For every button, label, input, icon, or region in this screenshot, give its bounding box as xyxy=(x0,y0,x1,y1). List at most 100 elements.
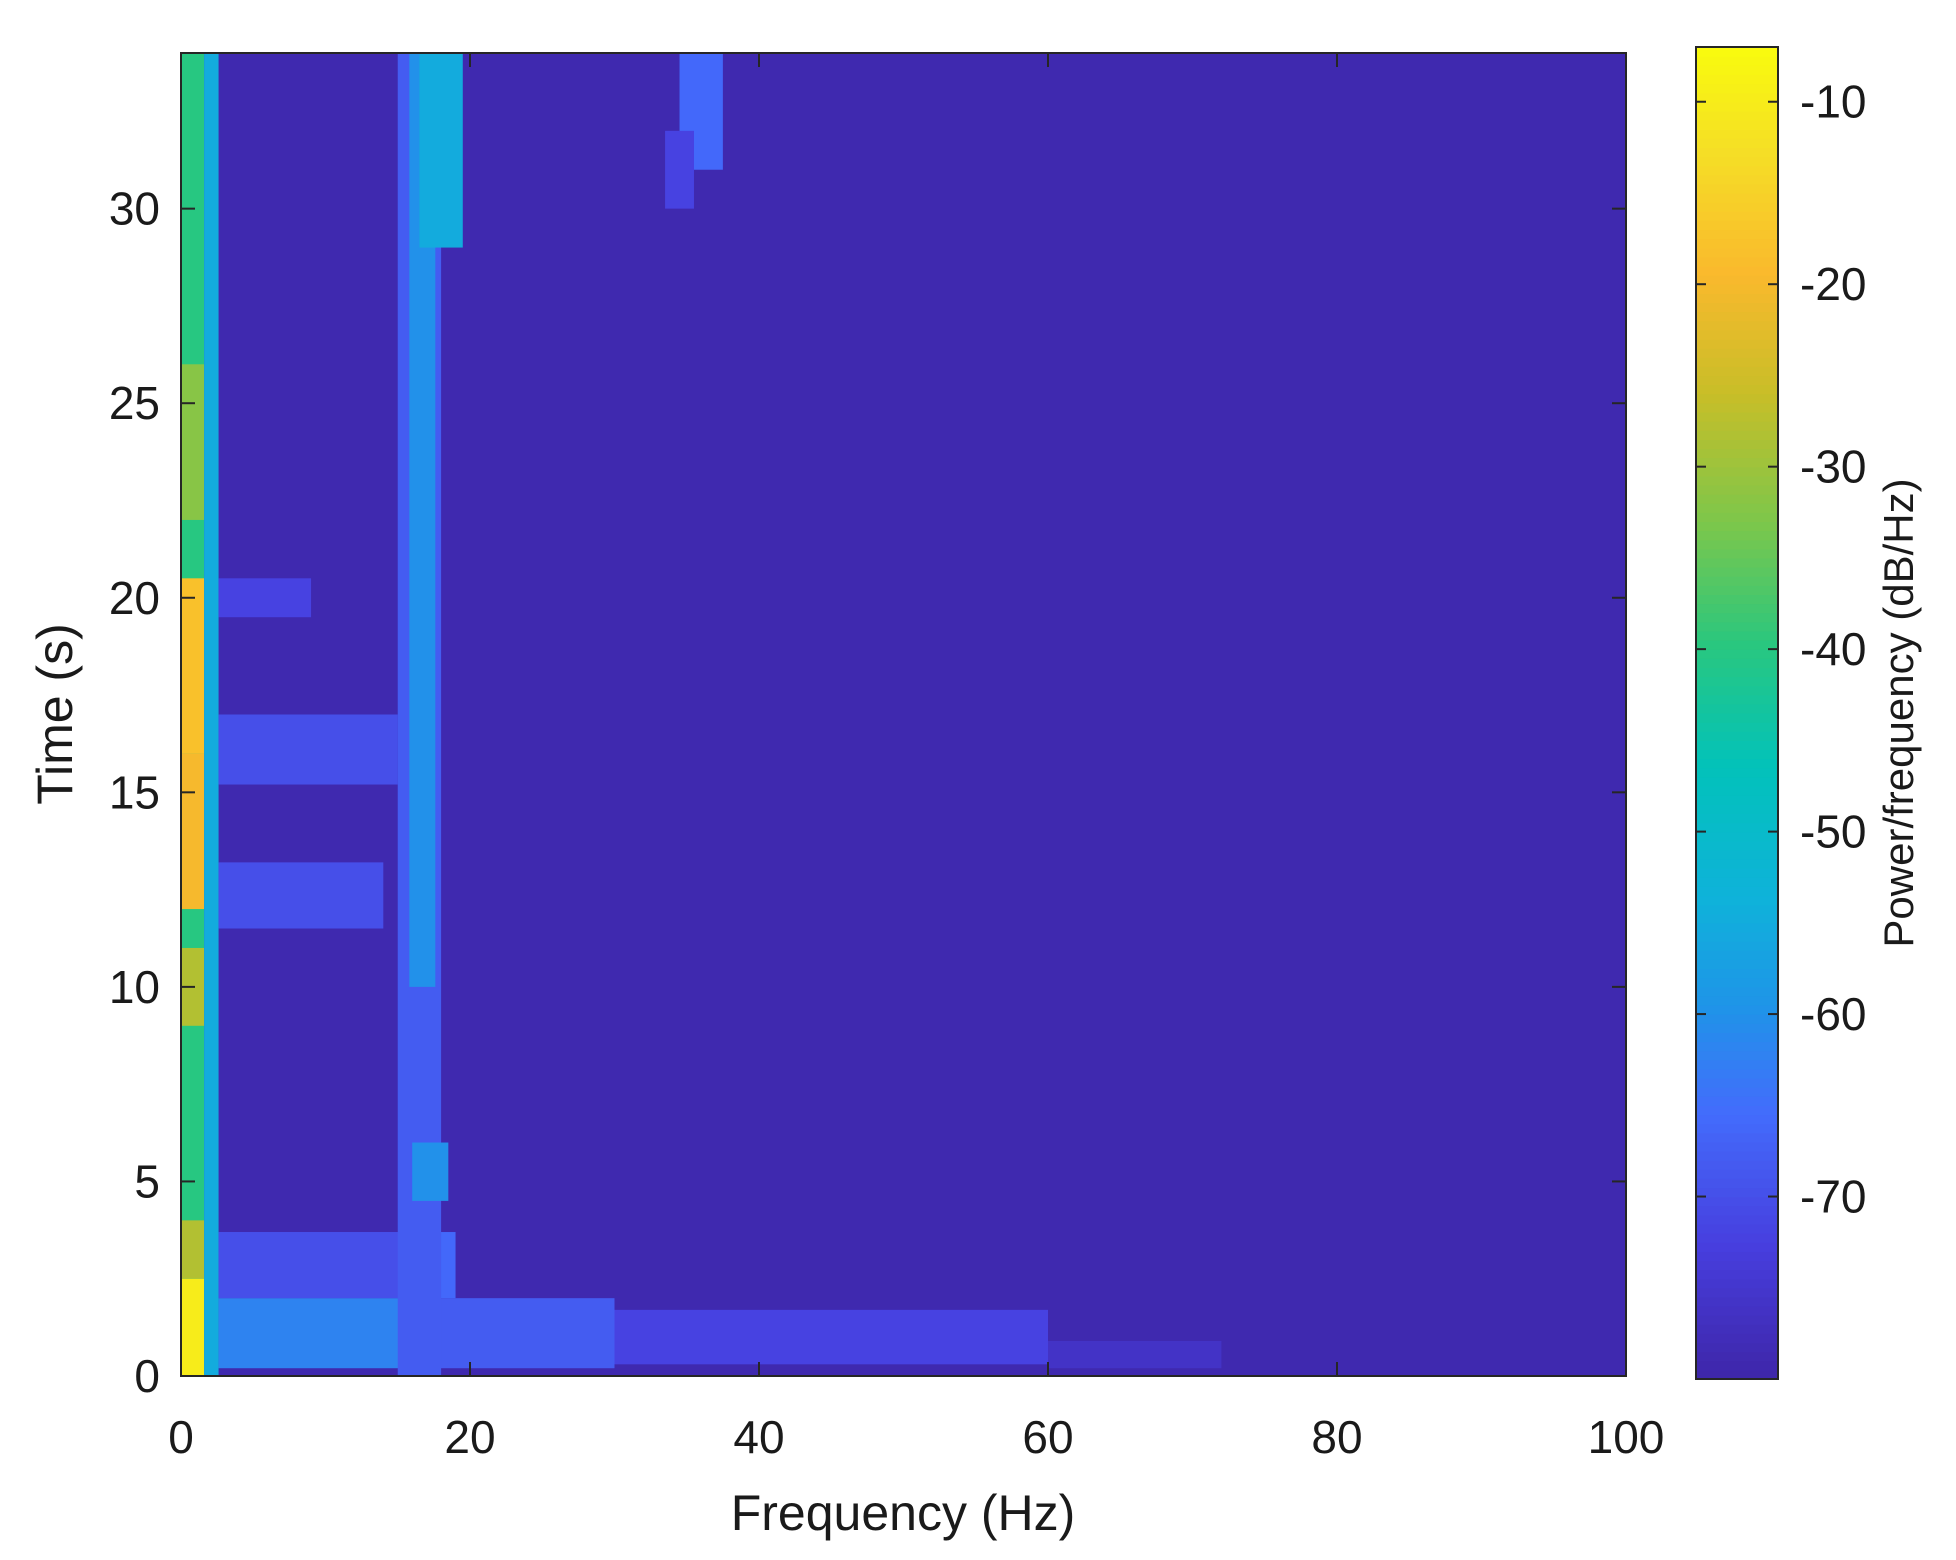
heatmap-cell xyxy=(181,1220,205,1279)
colorbar-segment xyxy=(1696,548,1778,559)
colorbar-segment xyxy=(1696,311,1778,322)
colorbar-segment xyxy=(1696,211,1778,221)
colorbar-segment xyxy=(1696,1041,1778,1052)
colorbar-segment xyxy=(1696,986,1778,997)
colorbar-ticks: -10 -20 -30 -40 -50 -60 -70 xyxy=(1696,76,1866,1223)
colorbar-segment xyxy=(1696,1351,1778,1362)
colorbar-segment xyxy=(1696,1333,1778,1344)
colorbar xyxy=(1696,47,1778,1380)
colorbar-segment xyxy=(1696,1150,1778,1161)
colorbar-segment xyxy=(1696,1269,1778,1280)
colorbar-segment xyxy=(1696,667,1778,678)
heatmap-cell xyxy=(419,53,463,248)
colorbar-segment xyxy=(1696,731,1778,741)
colorbar-segment xyxy=(1696,767,1778,778)
heatmap-cell xyxy=(412,1298,615,1369)
colorbar-segment xyxy=(1696,1342,1778,1353)
colorbar-segment xyxy=(1696,1324,1778,1334)
colorbar-segment xyxy=(1696,1068,1778,1079)
colorbar-segment xyxy=(1696,521,1778,532)
y-axis-label: Time (s) xyxy=(27,623,83,804)
colorbar-segment xyxy=(1696,694,1778,705)
x-axis-label: Frequency (Hz) xyxy=(731,1485,1076,1541)
colorbar-segment xyxy=(1696,1141,1778,1152)
colorbar-segment xyxy=(1696,457,1778,468)
heatmap-cell xyxy=(665,130,694,209)
colorbar-segment xyxy=(1696,877,1778,887)
colorbar-segment xyxy=(1696,393,1778,404)
y-tick-label: 15 xyxy=(109,766,160,818)
colorbar-segment xyxy=(1696,895,1778,906)
colorbar-segment xyxy=(1696,348,1778,358)
x-tick-label: 40 xyxy=(733,1411,784,1463)
colorbar-segment xyxy=(1696,293,1778,304)
colorbar-segment xyxy=(1696,302,1778,313)
colorbar-segment xyxy=(1696,1242,1778,1252)
colorbar-segment xyxy=(1696,284,1778,294)
colorbar-segment xyxy=(1696,740,1778,751)
colorbar-segment xyxy=(1696,1287,1778,1298)
colorbar-segment xyxy=(1696,658,1778,668)
heatmap-cell xyxy=(218,714,398,785)
colorbar-segment xyxy=(1696,758,1778,769)
colorbar-segment xyxy=(1696,1023,1778,1033)
colorbar-segment xyxy=(1696,1296,1778,1307)
colorbar-segment xyxy=(1696,950,1778,960)
colorbar-segment xyxy=(1696,858,1778,869)
colorbar-segment xyxy=(1696,256,1778,267)
colorbar-segment xyxy=(1696,320,1778,331)
colorbar-segment xyxy=(1696,1278,1778,1289)
x-axis-ticks: 0 20 40 60 80 100 xyxy=(168,53,1664,1463)
colorbar-segment xyxy=(1696,676,1778,687)
colorbar-segment xyxy=(1696,1132,1778,1143)
colorbar-segment xyxy=(1696,931,1778,942)
colorbar-tick-label: -20 xyxy=(1800,258,1866,310)
colorbar-segment xyxy=(1696,941,1778,951)
colorbar-segment xyxy=(1696,47,1778,57)
colorbar-segment xyxy=(1696,110,1778,121)
colorbar-segment xyxy=(1696,640,1778,650)
colorbar-segment xyxy=(1696,1205,1778,1216)
colorbar-segment xyxy=(1696,1369,1778,1380)
spectrogram-heatmap xyxy=(181,53,1626,1376)
y-tick-label: 0 xyxy=(134,1350,160,1402)
y-tick-label: 20 xyxy=(109,572,160,624)
colorbar-segment xyxy=(1696,375,1778,386)
colorbar-segment xyxy=(1696,503,1778,513)
colorbar-segment xyxy=(1696,1251,1778,1261)
heatmap-cell xyxy=(218,578,312,618)
heatmap-cell xyxy=(181,578,205,754)
colorbar-segment xyxy=(1696,1004,1778,1015)
colorbar-segment xyxy=(1696,1014,1778,1024)
colorbar-segment xyxy=(1696,1105,1778,1116)
colorbar-segment xyxy=(1696,703,1778,714)
colorbar-segment xyxy=(1696,822,1778,833)
colorbar-segment xyxy=(1696,384,1778,395)
heatmap-cell xyxy=(614,1309,1048,1365)
colorbar-label: Power/frequency (dB/Hz) xyxy=(1875,478,1922,947)
colorbar-segment xyxy=(1696,138,1778,148)
colorbar-segment xyxy=(1696,183,1778,194)
colorbar-segment xyxy=(1696,1315,1778,1325)
colorbar-segment xyxy=(1696,922,1778,933)
colorbar-segment xyxy=(1696,494,1778,504)
colorbar-segment xyxy=(1696,567,1778,577)
heatmap-cell xyxy=(181,1278,205,1376)
colorbar-segment xyxy=(1696,849,1778,860)
colorbar-segment xyxy=(1696,265,1778,276)
colorbar-segment xyxy=(1696,831,1778,842)
colorbar-segment xyxy=(1696,713,1778,723)
colorbar-segment xyxy=(1696,1306,1778,1316)
colorbar-segment xyxy=(1696,366,1778,377)
colorbar-box xyxy=(1695,46,1779,1380)
colorbar-segment xyxy=(1696,238,1778,249)
colorbar-segment xyxy=(1696,147,1778,158)
colorbar-segment xyxy=(1696,968,1778,979)
colorbar-segment xyxy=(1696,1214,1778,1225)
colorbar-segment xyxy=(1696,56,1778,66)
colorbar-segment xyxy=(1696,475,1778,486)
colorbar-segment xyxy=(1696,101,1778,112)
colorbar-segment xyxy=(1696,557,1778,568)
colorbar-segment xyxy=(1696,1169,1778,1179)
y-tick-label: 25 xyxy=(109,377,160,429)
